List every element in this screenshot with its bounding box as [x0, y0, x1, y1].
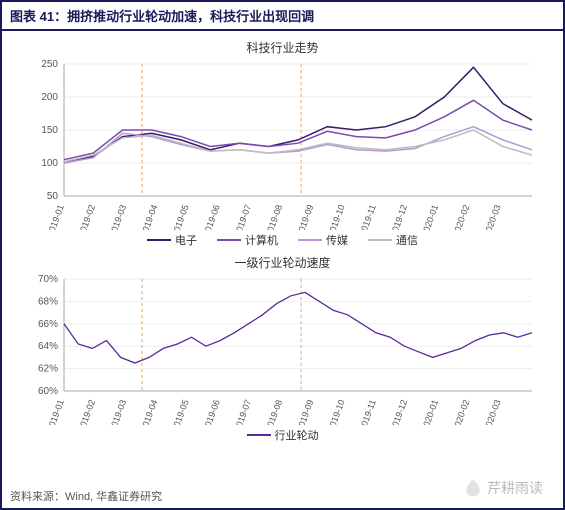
svg-text:2019-04: 2019-04 [139, 203, 160, 230]
svg-text:62%: 62% [38, 364, 58, 375]
legend-item: 通信 [368, 232, 418, 248]
svg-text:2019-10: 2019-10 [326, 398, 347, 425]
svg-text:70%: 70% [38, 275, 58, 285]
svg-text:2019-01: 2019-01 [45, 398, 66, 425]
legend-item: 传媒 [298, 232, 348, 248]
chart1-title: 科技行业走势 [22, 39, 543, 56]
svg-text:2019-03: 2019-03 [108, 203, 129, 230]
svg-text:2019-07: 2019-07 [232, 203, 253, 230]
legend-item: 电子 [147, 232, 197, 248]
watermark: 芹耕雨读 [463, 478, 543, 498]
svg-text:50: 50 [47, 191, 59, 202]
svg-text:2019-09: 2019-09 [295, 398, 316, 425]
watermark-text: 芹耕雨读 [487, 478, 543, 498]
svg-text:2019-03: 2019-03 [108, 398, 129, 425]
svg-text:2019-09: 2019-09 [295, 203, 316, 230]
svg-text:2020-01: 2020-01 [420, 203, 441, 230]
svg-text:2019-01: 2019-01 [45, 203, 66, 230]
source-footer: 资料来源：Wind, 华鑫证券研究 [10, 488, 162, 504]
legend-label: 行业轮动 [275, 427, 319, 443]
svg-text:2019-02: 2019-02 [76, 203, 97, 230]
svg-text:200: 200 [41, 92, 58, 103]
svg-text:2019-02: 2019-02 [76, 398, 97, 425]
legend-label: 电子 [175, 232, 197, 248]
svg-text:2019-12: 2019-12 [388, 398, 409, 425]
legend-swatch [298, 239, 322, 241]
svg-text:68%: 68% [38, 296, 58, 307]
legend-item: 行业轮动 [247, 427, 319, 443]
svg-text:2019-08: 2019-08 [264, 398, 285, 425]
svg-text:150: 150 [41, 125, 58, 136]
svg-text:2020-02: 2020-02 [451, 203, 472, 230]
legend-label: 通信 [396, 232, 418, 248]
svg-text:2019-10: 2019-10 [326, 203, 347, 230]
chart1-legend: 电子 计算机 传媒 通信 [22, 232, 543, 248]
svg-text:2020-01: 2020-01 [420, 398, 441, 425]
exhibit-header: 图表 41：拥挤推动行业轮动加速，科技行业出现回调 [2, 2, 563, 31]
svg-text:2019-04: 2019-04 [139, 398, 160, 425]
svg-text:2019-05: 2019-05 [170, 203, 191, 230]
legend-swatch [247, 434, 271, 436]
svg-text:250: 250 [41, 60, 58, 70]
legend-label: 计算机 [245, 232, 278, 248]
svg-text:2020-02: 2020-02 [451, 398, 472, 425]
chart2-svg: 60% 62% 64% 66% 68% 70% 2019-01 2019-02 2019-03 2… [22, 275, 542, 425]
svg-text:2020-03: 2020-03 [482, 203, 503, 230]
svg-text:2019-06: 2019-06 [201, 398, 222, 425]
svg-text:66%: 66% [38, 319, 58, 330]
svg-text:2019-08: 2019-08 [264, 203, 285, 230]
svg-text:2019-07: 2019-07 [232, 398, 253, 425]
svg-text:2020-03: 2020-03 [482, 398, 503, 425]
legend-item: 计算机 [217, 232, 278, 248]
svg-text:2019-06: 2019-06 [201, 203, 222, 230]
svg-text:100: 100 [41, 158, 58, 169]
legend-swatch [217, 239, 241, 241]
legend-label: 传媒 [326, 232, 348, 248]
legend-swatch [147, 239, 171, 241]
leaf-icon [463, 478, 483, 498]
exhibit-title: 图表 41：拥挤推动行业轮动加速，科技行业出现回调 [10, 9, 314, 24]
svg-text:2019-05: 2019-05 [170, 398, 191, 425]
chart2-legend: 行业轮动 [22, 427, 543, 443]
legend-swatch [368, 239, 392, 241]
chart2-title: 一级行业轮动速度 [22, 254, 543, 271]
chart1-svg: 50 100 150 200 250 2019-01 2019-02 2019-03 2019-… [22, 60, 542, 230]
exhibit-frame: 图表 41：拥挤推动行业轮动加速，科技行业出现回调 科技行业走势 50 100 15… [0, 0, 565, 510]
svg-text:2019-12: 2019-12 [388, 203, 409, 230]
svg-text:2019-11: 2019-11 [357, 398, 377, 425]
chart-area: 科技行业走势 50 100 150 200 250 2019-01 2019-02 2019-… [2, 31, 563, 443]
svg-text:64%: 64% [38, 341, 58, 352]
source-text: 资料来源：Wind, 华鑫证券研究 [10, 491, 162, 503]
svg-text:2019-11: 2019-11 [357, 203, 377, 230]
svg-text:60%: 60% [38, 386, 58, 397]
